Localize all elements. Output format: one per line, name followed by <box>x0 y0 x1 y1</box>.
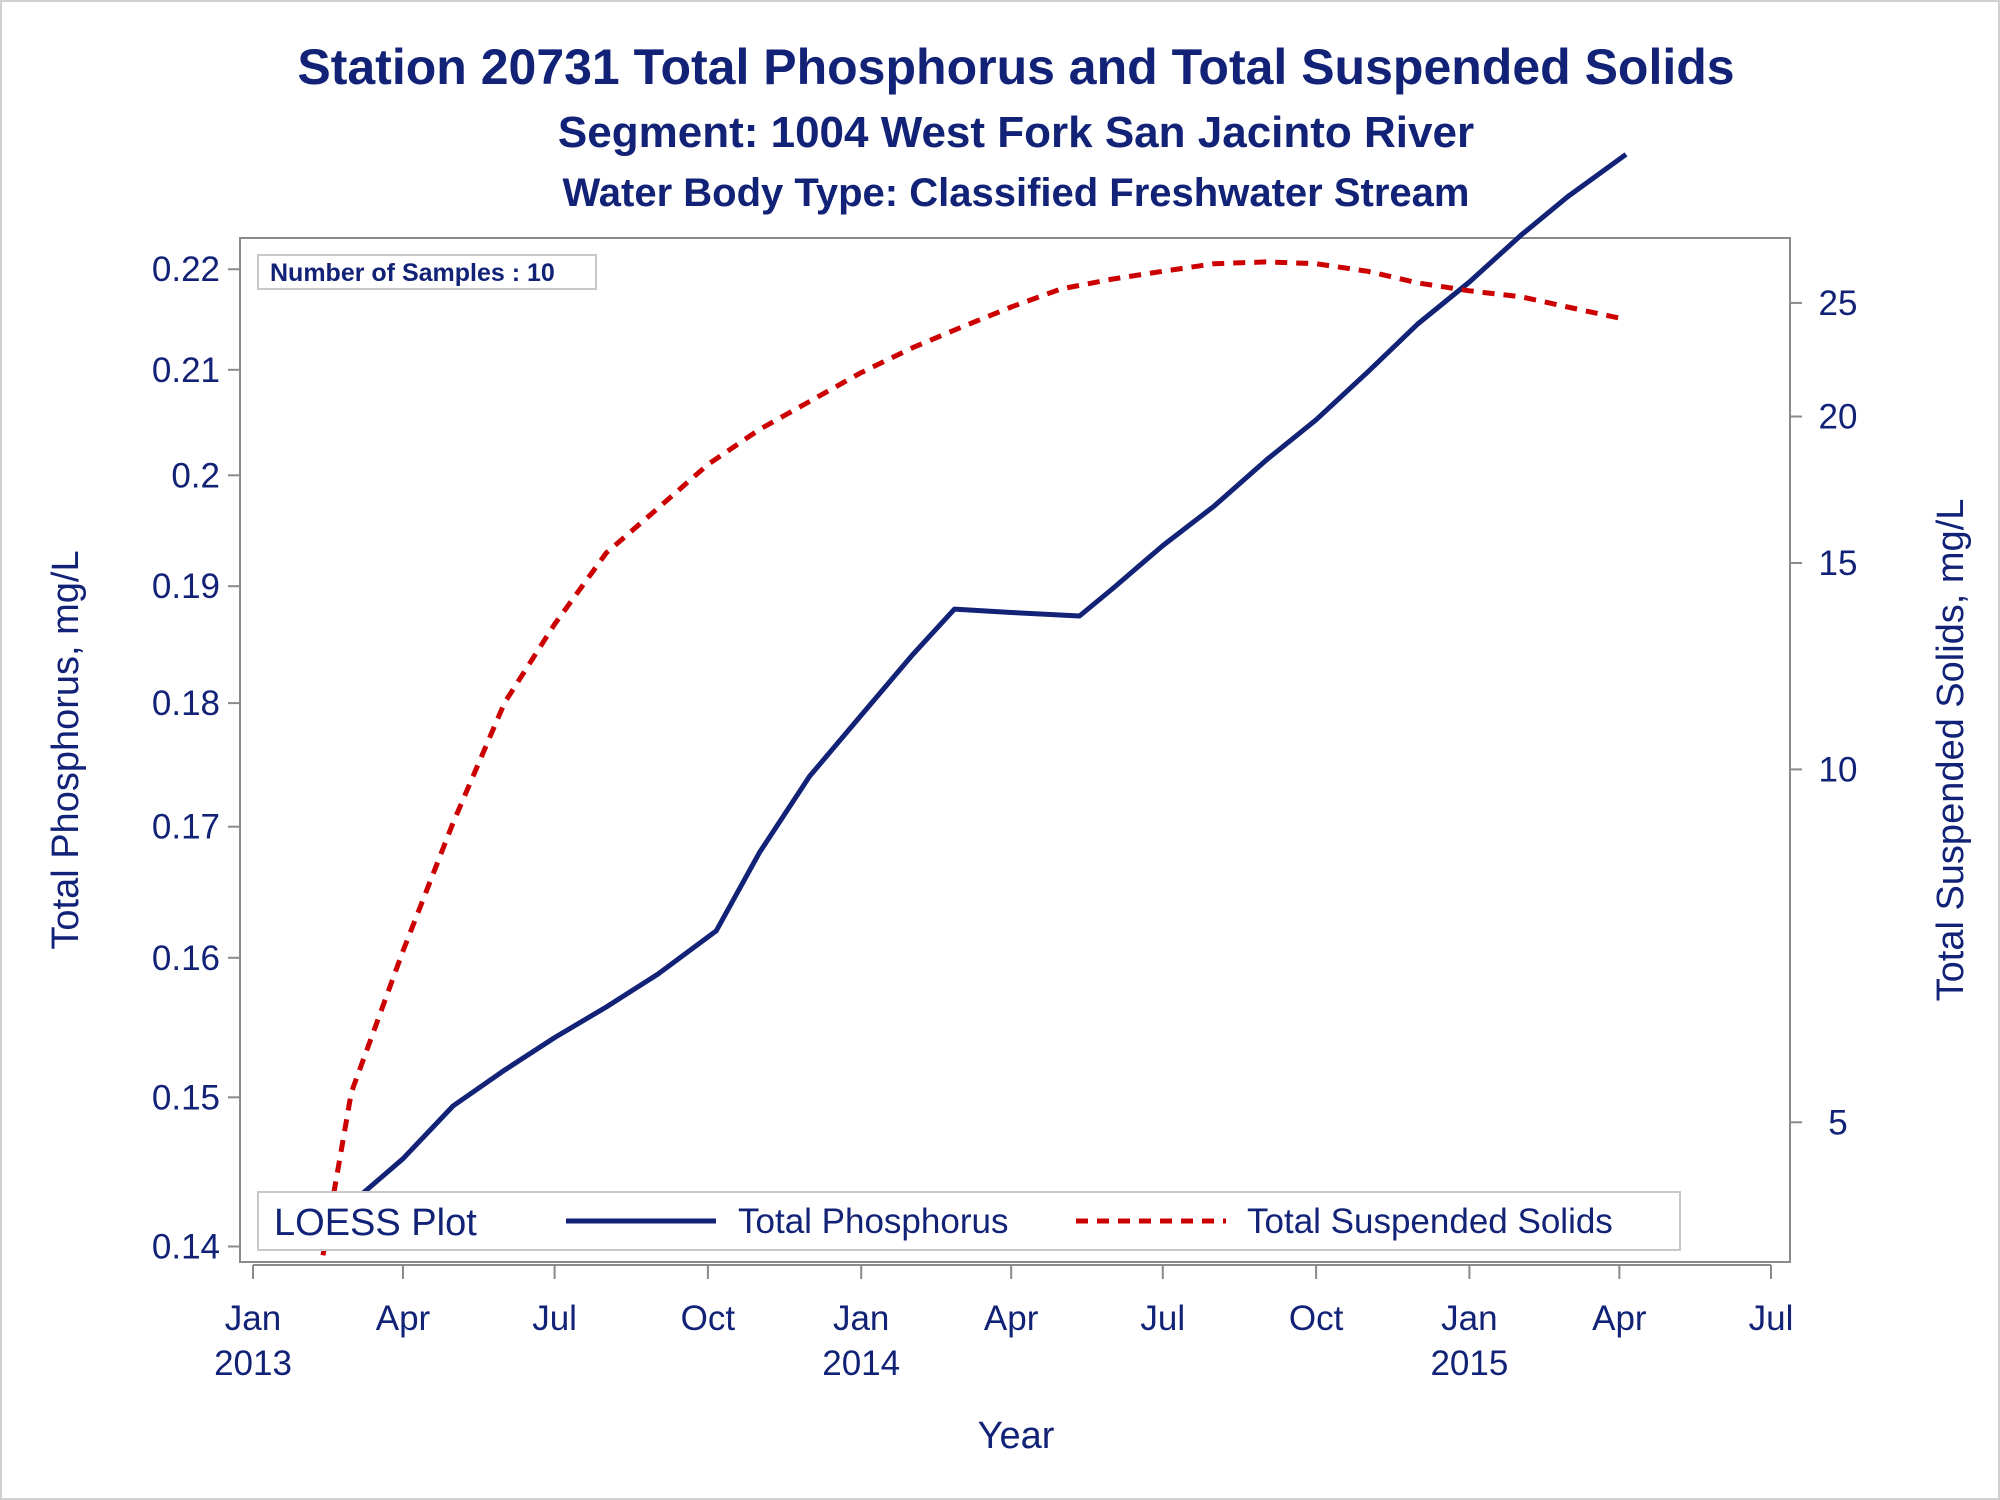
right-y-tick-label: 20 <box>1819 398 1858 437</box>
x-tick-year-label: 2015 <box>1430 1344 1508 1383</box>
plot-area <box>239 237 1791 1263</box>
legend-box <box>257 1191 1681 1251</box>
x-tick-year-label: 2014 <box>822 1344 900 1383</box>
x-tick-label: Jan <box>225 1299 281 1338</box>
samples-inset-label: Number of Samples : 10 <box>270 259 555 287</box>
right-y-tick-label: 5 <box>1828 1103 1847 1142</box>
left-y-tick-label: 0.22 <box>152 250 220 289</box>
x-tick-label: Oct <box>1289 1299 1344 1338</box>
right-y-axis: 5 10 15 20 25 <box>1790 284 1857 1142</box>
left-y-axis: 0.14 0.15 0.16 0.17 0.18 0.19 0.2 0.21 0.22 <box>152 250 240 1267</box>
legend-title: LOESS Plot <box>274 1202 477 1244</box>
x-tick-label: Apr <box>1592 1299 1647 1338</box>
x-tick-label: Jul <box>1749 1299 1794 1338</box>
left-y-axis-label: Total Phosphorus, mg/L <box>45 550 87 949</box>
chart-title: Station 20731 Total Phosphorus and Total… <box>297 39 1734 95</box>
right-y-tick-label: 10 <box>1819 750 1858 789</box>
x-axis-label: Year <box>978 1415 1055 1457</box>
x-tick-label: Jan <box>1441 1299 1497 1338</box>
x-axis: Jan 2013 Apr Jul Oct Jan 2014 Apr Jul Oct Jan 2015 A… <box>214 1264 1794 1383</box>
chart-subtitle: Segment: 1004 West Fork San Jacinto Rive… <box>558 108 1474 157</box>
legend: LOESS Plot Total Phosphorus Total Suspen… <box>257 1191 1681 1251</box>
left-y-tick-label: 0.15 <box>152 1078 220 1117</box>
left-y-tick-label: 0.17 <box>152 808 220 847</box>
x-tick-year-label: 2013 <box>214 1344 292 1383</box>
left-y-tick-label: 0.19 <box>152 567 220 606</box>
chart-subtitle-2: Water Body Type: Classified Freshwater S… <box>563 171 1470 215</box>
right-y-tick-label: 25 <box>1819 284 1858 323</box>
x-tick-label: Jul <box>532 1299 577 1338</box>
left-y-tick-label: 0.2 <box>171 456 220 495</box>
legend-label-total-suspended-solids: Total Suspended Solids <box>1247 1202 1613 1241</box>
x-tick-label: Jan <box>833 1299 889 1338</box>
samples-inset-box <box>257 254 597 290</box>
right-y-tick-label: 15 <box>1819 544 1858 583</box>
left-y-tick-label: 0.14 <box>152 1228 220 1267</box>
left-y-tick-label: 0.16 <box>152 939 220 978</box>
x-tick-label: Apr <box>376 1299 431 1338</box>
series-layer <box>320 152 1628 1256</box>
left-y-tick-label: 0.18 <box>152 684 220 723</box>
x-tick-label: Jul <box>1140 1299 1185 1338</box>
left-y-tick-label: 0.21 <box>152 351 220 390</box>
x-tick-label: Apr <box>984 1299 1039 1338</box>
legend-label-total-phosphorus: Total Phosphorus <box>738 1202 1008 1241</box>
right-y-axis-label: Total Suspended Solids, mg/L <box>1930 499 1972 1002</box>
series-line-total-phosphorus <box>321 152 1628 1241</box>
x-tick-label: Oct <box>681 1299 736 1338</box>
series-line-total-suspended-solids <box>320 259 1627 1256</box>
